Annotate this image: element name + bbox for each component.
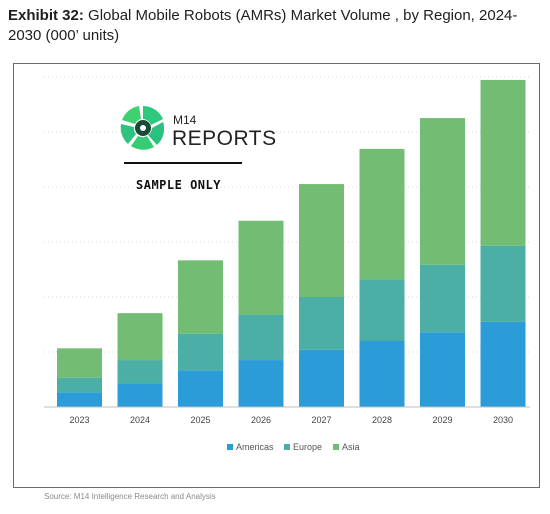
bar-europe-2030 <box>480 245 526 322</box>
bar-americas-2026 <box>238 360 284 407</box>
brand-bottom: REPORTS <box>172 127 277 150</box>
x-tick-label: 2026 <box>251 415 271 425</box>
legend: Americas Europe Asia <box>227 442 360 452</box>
x-tick-labels: 2023 2024 2025 2026 2027 2028 2029 2030 <box>69 415 513 425</box>
legend-label-americas: Americas <box>236 442 274 452</box>
bar-asia-2026 <box>238 220 284 315</box>
bar-americas-2027 <box>299 349 344 407</box>
x-tick-label: 2027 <box>311 415 331 425</box>
bar-americas-2023 <box>57 392 102 407</box>
legend-swatch-europe <box>284 444 290 450</box>
bar-europe-2023 <box>57 377 102 393</box>
bar-americas-2029 <box>420 332 465 407</box>
x-tick-label: 2030 <box>493 415 513 425</box>
brand-top: M14 <box>173 113 197 127</box>
chart-title: Exhibit 32: Global Mobile Robots (AMRs) … <box>8 6 538 46</box>
bar-asia-2029 <box>420 118 465 265</box>
source-note: Source: M14 Intelligence Research and An… <box>44 492 216 501</box>
bar-asia-2024 <box>117 313 163 361</box>
legend-swatch-americas <box>227 444 233 450</box>
bar-europe-2028 <box>359 279 405 341</box>
x-tick-label: 2024 <box>130 415 150 425</box>
bar-europe-2026 <box>238 314 284 361</box>
bar-europe-2024 <box>117 360 163 384</box>
bar-americas-2025 <box>178 370 223 407</box>
x-tick-label: 2025 <box>190 415 210 425</box>
m14-logo-icon <box>120 106 165 150</box>
bar-europe-2029 <box>420 264 465 333</box>
legend-swatch-asia <box>333 444 339 450</box>
bar-europe-2027 <box>299 297 344 350</box>
exhibit-label: Exhibit 32: <box>8 7 84 24</box>
legend-label-asia: Asia <box>342 442 360 452</box>
bar-americas-2028 <box>359 341 405 407</box>
x-tick-label: 2029 <box>432 415 452 425</box>
x-tick-label: 2028 <box>372 415 392 425</box>
title-text: Global Mobile Robots (AMRs) Market Volum… <box>8 7 518 44</box>
bar-americas-2030 <box>480 321 526 407</box>
bar-europe-2025 <box>178 333 223 371</box>
bar-asia-2030 <box>480 79 526 246</box>
x-tick-label: 2023 <box>69 415 89 425</box>
bar-asia-2023 <box>57 348 102 378</box>
bar-americas-2024 <box>117 383 163 407</box>
bar-asia-2027 <box>299 184 344 297</box>
bar-asia-2025 <box>178 260 223 334</box>
bars <box>57 79 526 407</box>
bar-asia-2028 <box>359 148 405 280</box>
sample-only-caption: SAMPLE ONLY <box>136 178 221 192</box>
legend-label-europe: Europe <box>293 442 322 452</box>
watermark-logo: M14 REPORTS <box>120 106 277 164</box>
